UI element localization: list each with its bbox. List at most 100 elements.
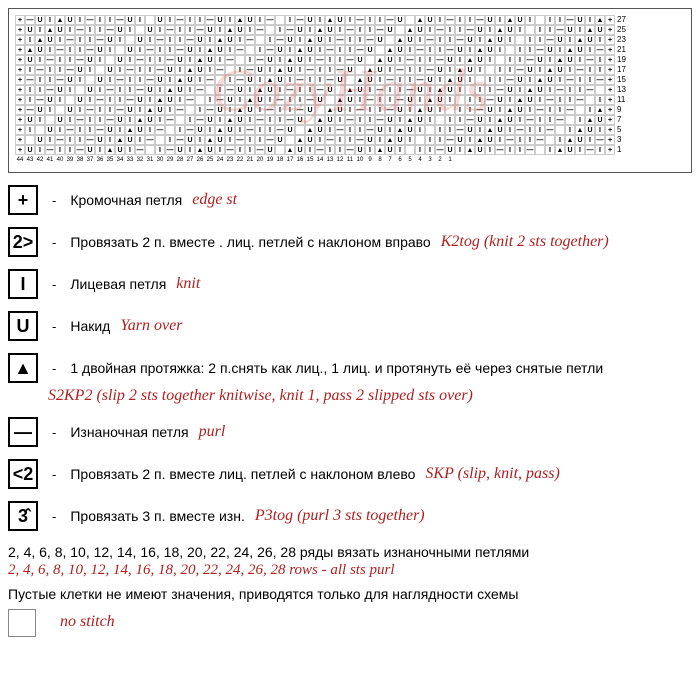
- row-label: 7: [615, 115, 631, 125]
- chart-cell: U: [235, 25, 245, 35]
- chart-cell: ▲: [135, 115, 145, 125]
- chart-cell: U: [585, 35, 595, 45]
- row-label: 23: [615, 35, 631, 45]
- chart-cell: +: [15, 135, 25, 145]
- chart-cell: —: [445, 15, 455, 25]
- chart-cell: U: [225, 95, 235, 105]
- knitting-chart: CozyHands +—UI▲UI—II—UIUI—II—UI▲UI—I—UI▲…: [8, 8, 692, 173]
- col-label: 16: [295, 157, 305, 163]
- chart-cell: U: [325, 85, 335, 95]
- chart-cell: I: [125, 145, 135, 155]
- chart-cell: I: [425, 115, 435, 125]
- legend-ru-text: Накид: [70, 318, 110, 334]
- chart-cell: +: [605, 15, 615, 25]
- chart-cell: I: [545, 25, 555, 35]
- chart-cell: U: [505, 115, 515, 125]
- chart-cell: I: [215, 85, 225, 95]
- chart-cell: U: [195, 125, 205, 135]
- chart-cell: I: [335, 55, 345, 65]
- chart-cell: —: [245, 65, 255, 75]
- chart-cell: I: [55, 125, 65, 135]
- chart-cell: —: [585, 85, 595, 95]
- chart-cell: [405, 145, 415, 155]
- chart-cell: ▲: [305, 125, 315, 135]
- chart-cell: U: [435, 95, 445, 105]
- chart-cell: U: [535, 55, 545, 65]
- chart-cell: I: [115, 35, 125, 45]
- chart-cell: +: [605, 135, 615, 145]
- chart-cell: I: [85, 115, 95, 125]
- chart-cell: I: [295, 95, 305, 105]
- chart-cell: —: [495, 85, 505, 95]
- chart-cell: I: [95, 105, 105, 115]
- chart-cell: U: [125, 45, 135, 55]
- legend-en-below: S2KP2 (slip 2 sts together knitwise, kni…: [48, 387, 692, 405]
- chart-cell: I: [355, 35, 365, 45]
- chart-cell: I: [595, 145, 605, 155]
- row-label: 21: [615, 45, 631, 55]
- chart-cell: I: [135, 75, 145, 85]
- chart-cell: U: [595, 115, 605, 125]
- chart-cell: —: [365, 35, 375, 45]
- chart-cell: I: [45, 135, 55, 145]
- chart-cell: —: [65, 65, 75, 75]
- chart-cell: U: [295, 55, 305, 65]
- chart-cell: +: [605, 105, 615, 115]
- col-label: 44: [15, 157, 25, 163]
- chart-cell: I: [505, 145, 515, 155]
- dash: -: [52, 193, 56, 208]
- chart-cell: —: [325, 75, 335, 85]
- chart-cell: —: [85, 135, 95, 145]
- chart-cell: I: [265, 65, 275, 75]
- chart-cell: —: [345, 115, 355, 125]
- chart-cell: +: [15, 125, 25, 135]
- chart-cell: U: [25, 55, 35, 65]
- chart-cell: —: [125, 95, 135, 105]
- chart-cell: I: [435, 125, 445, 135]
- legend-en-text: SKP (slip, knit, pass): [425, 465, 559, 483]
- chart-col-labels: 4443424140393837363534333231302928272625…: [15, 157, 685, 163]
- col-label: [485, 157, 495, 163]
- chart-cell: I: [475, 95, 485, 105]
- chart-cell: —: [315, 85, 325, 95]
- legend-en-text: knit: [176, 275, 200, 293]
- col-label: [595, 157, 605, 163]
- chart-cell: U: [25, 25, 35, 35]
- chart-cell: —: [205, 15, 215, 25]
- chart-cell: U: [205, 55, 215, 65]
- chart-cell: I: [395, 115, 405, 125]
- chart-cell: I: [585, 15, 595, 25]
- chart-cell: I: [385, 125, 395, 135]
- chart-cell: +: [605, 85, 615, 95]
- chart-cell: I: [555, 15, 565, 25]
- chart-cell: I: [115, 65, 125, 75]
- legend-ru-text: Провязать 2 п. вместе . лиц. петлей с на…: [70, 234, 430, 250]
- chart-cell: I: [85, 25, 95, 35]
- chart-cell: U: [515, 15, 525, 25]
- chart-cell: I: [25, 95, 35, 105]
- chart-cell: I: [85, 125, 95, 135]
- chart-cell: I: [485, 55, 495, 65]
- chart-cell: U: [505, 85, 515, 95]
- chart-cell: I: [415, 145, 425, 155]
- col-label: 32: [135, 157, 145, 163]
- chart-cell: ▲: [205, 135, 215, 145]
- chart-cell: I: [55, 65, 65, 75]
- chart-cell: ▲: [175, 75, 185, 85]
- chart-cell: I: [245, 85, 255, 95]
- chart-cell: [585, 95, 595, 105]
- chart-cell: I: [435, 35, 445, 45]
- chart-cell: I: [215, 55, 225, 65]
- chart-cell: I: [95, 15, 105, 25]
- chart-cell: —: [135, 145, 145, 155]
- chart-cell: ▲: [475, 135, 485, 145]
- chart-cell: I: [515, 25, 525, 35]
- chart-cell: U: [35, 15, 45, 25]
- chart-cell: U: [325, 25, 335, 35]
- chart-cell: U: [325, 115, 335, 125]
- symbol-box: 2>: [8, 227, 38, 257]
- chart-cell: [385, 35, 395, 45]
- chart-cell: ▲: [515, 95, 525, 105]
- chart-cell: ▲: [195, 145, 205, 155]
- chart-cell: I: [285, 75, 295, 85]
